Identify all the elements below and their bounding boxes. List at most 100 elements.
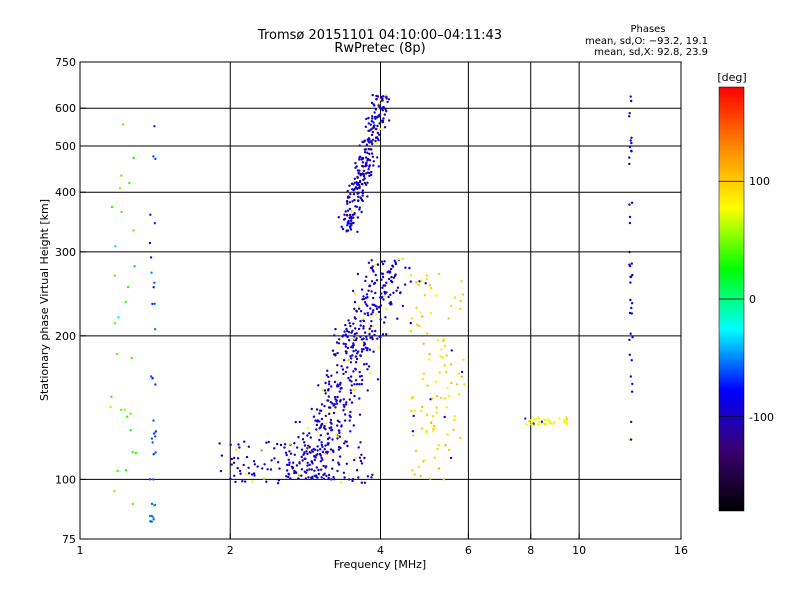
data-point xyxy=(372,350,375,353)
data-point xyxy=(113,490,116,493)
data-point xyxy=(294,420,297,424)
data-point xyxy=(284,451,288,454)
data-point xyxy=(338,420,341,424)
data-point xyxy=(270,459,273,462)
data-point xyxy=(300,474,303,477)
y-tick-label: 750 xyxy=(55,56,76,69)
data-point xyxy=(359,335,362,338)
data-point xyxy=(315,408,319,411)
data-point xyxy=(629,95,632,98)
data-point xyxy=(359,309,363,313)
data-point xyxy=(343,419,347,422)
data-point xyxy=(320,423,324,426)
data-point xyxy=(152,518,155,521)
data-point xyxy=(331,402,334,405)
data-point xyxy=(378,127,382,131)
data-point xyxy=(431,415,435,418)
data-point xyxy=(322,464,325,468)
data-point xyxy=(152,155,155,158)
data-point xyxy=(631,273,634,277)
data-point xyxy=(371,473,374,476)
data-point xyxy=(422,342,425,345)
data-point xyxy=(360,288,364,291)
data-point xyxy=(361,317,364,321)
data-point xyxy=(629,375,632,378)
data-point xyxy=(452,428,455,431)
data-point xyxy=(628,438,631,442)
data-point xyxy=(437,272,441,276)
data-point xyxy=(349,228,353,231)
data-point xyxy=(321,458,324,461)
data-point xyxy=(628,162,631,166)
data-point xyxy=(347,319,350,322)
data-point xyxy=(366,389,369,392)
data-point xyxy=(301,438,305,441)
data-point xyxy=(371,130,375,134)
data-point xyxy=(435,406,438,409)
data-point xyxy=(365,362,368,366)
data-point xyxy=(630,312,633,315)
data-point xyxy=(253,463,257,466)
data-point xyxy=(450,304,453,307)
data-point xyxy=(345,350,348,353)
data-point xyxy=(433,427,436,430)
colorbar-ticks: 100 0 -100 xyxy=(719,175,774,424)
data-point xyxy=(277,479,280,482)
data-point xyxy=(628,145,632,149)
data-point xyxy=(429,312,432,315)
data-point xyxy=(357,307,361,310)
data-point xyxy=(153,432,156,435)
colorbar-tick-label: 0 xyxy=(749,293,756,306)
data-point xyxy=(119,408,123,411)
data-point xyxy=(320,417,324,421)
data-point xyxy=(628,112,631,115)
data-point xyxy=(342,372,345,376)
data-point xyxy=(335,433,338,436)
data-point xyxy=(461,293,465,296)
x-tick-label: 4 xyxy=(377,544,384,557)
data-point xyxy=(374,139,377,143)
data-point xyxy=(420,427,424,430)
data-point xyxy=(425,413,429,416)
data-point xyxy=(344,323,347,327)
data-point xyxy=(435,294,438,297)
data-point xyxy=(348,213,352,217)
data-point xyxy=(343,405,346,408)
data-point xyxy=(335,371,339,374)
data-point xyxy=(411,469,414,472)
data-point xyxy=(361,182,364,186)
data-point xyxy=(279,443,283,447)
data-point xyxy=(399,291,402,294)
data-point xyxy=(377,139,380,142)
data-point xyxy=(435,411,438,414)
data-point xyxy=(278,467,281,470)
data-point xyxy=(353,332,357,336)
colorbar-tick-label: -100 xyxy=(749,411,774,424)
data-point xyxy=(365,164,368,167)
data-point xyxy=(308,468,311,471)
data-point xyxy=(319,448,322,451)
data-point xyxy=(355,310,359,313)
data-point xyxy=(230,457,233,461)
data-point xyxy=(152,419,155,422)
data-point xyxy=(253,474,256,477)
data-point xyxy=(374,136,378,139)
data-point xyxy=(364,125,367,128)
data-point xyxy=(327,473,331,477)
data-point xyxy=(453,296,457,299)
data-point xyxy=(420,409,423,412)
data-point xyxy=(242,463,245,467)
data-point xyxy=(360,348,364,351)
data-point xyxy=(412,434,415,437)
data-point xyxy=(362,325,365,328)
data-point xyxy=(349,226,352,229)
data-point xyxy=(401,257,404,260)
data-point xyxy=(380,272,383,275)
data-point xyxy=(355,357,359,361)
data-point xyxy=(327,476,330,480)
data-point xyxy=(630,141,633,145)
data-point xyxy=(344,343,347,346)
data-point xyxy=(315,423,319,427)
data-point xyxy=(361,378,364,382)
data-point xyxy=(628,338,631,342)
